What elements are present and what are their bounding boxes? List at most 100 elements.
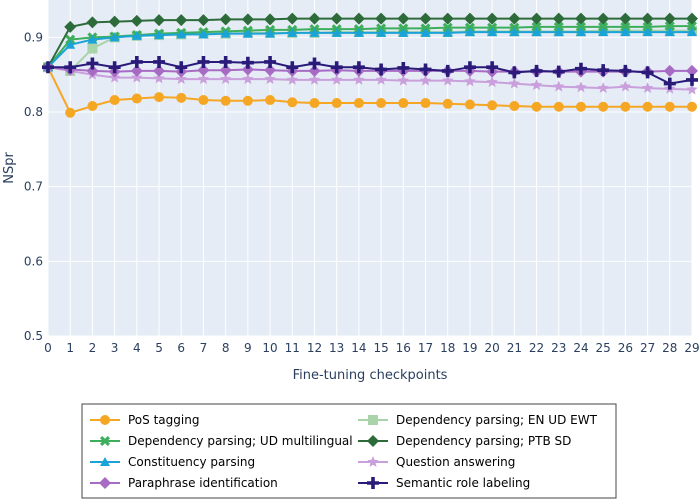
data-point bbox=[241, 63, 254, 76]
data-point bbox=[531, 21, 542, 32]
data-point bbox=[641, 66, 654, 79]
data-point bbox=[265, 28, 276, 38]
data-point bbox=[64, 61, 77, 74]
legend-label: Paraphrase identification bbox=[128, 476, 278, 490]
data-point bbox=[153, 55, 166, 68]
y-tick-label: 0.8 bbox=[24, 105, 43, 119]
data-point bbox=[242, 73, 254, 84]
legend-label: PoS tagging bbox=[128, 413, 199, 427]
data-point bbox=[175, 61, 188, 74]
x-tick-label: 29 bbox=[684, 341, 699, 355]
data-point bbox=[598, 101, 609, 112]
data-point bbox=[575, 27, 586, 37]
data-point bbox=[530, 64, 543, 77]
data-point bbox=[65, 39, 76, 49]
data-point bbox=[331, 98, 342, 109]
x-tick-label: 28 bbox=[662, 341, 677, 355]
data-point bbox=[664, 27, 675, 37]
data-point bbox=[508, 77, 521, 89]
data-point bbox=[419, 12, 432, 25]
legend-item: Dependency parsing; PTB SD bbox=[358, 434, 571, 448]
data-point bbox=[241, 13, 254, 26]
data-point bbox=[242, 95, 253, 106]
data-point bbox=[264, 73, 276, 84]
legend-swatch-marker bbox=[368, 415, 378, 425]
data-point bbox=[198, 95, 209, 106]
data-point bbox=[530, 12, 543, 25]
data-point bbox=[419, 63, 432, 76]
data-point bbox=[619, 64, 632, 77]
data-point bbox=[664, 101, 675, 112]
data-point bbox=[441, 64, 454, 77]
data-point bbox=[397, 12, 410, 25]
x-tick-label: 16 bbox=[396, 341, 411, 355]
x-tick-label: 9 bbox=[244, 341, 252, 355]
data-point bbox=[464, 27, 475, 37]
data-point bbox=[442, 74, 454, 86]
data-point bbox=[330, 12, 343, 25]
legend-item: Semantic role labeling bbox=[358, 476, 530, 490]
legend-item: Paraphrase identification bbox=[90, 476, 278, 490]
data-point bbox=[663, 77, 676, 90]
x-tick-label: 15 bbox=[373, 341, 388, 355]
data-point bbox=[597, 12, 610, 25]
data-point bbox=[687, 101, 697, 112]
data-point bbox=[130, 14, 143, 27]
data-point bbox=[642, 101, 653, 112]
data-point bbox=[574, 12, 587, 25]
data-point bbox=[197, 14, 210, 27]
data-point bbox=[131, 30, 142, 40]
data-point bbox=[663, 64, 676, 77]
data-point bbox=[664, 21, 675, 32]
data-point bbox=[130, 64, 143, 77]
data-point bbox=[509, 27, 520, 37]
data-point bbox=[286, 61, 299, 74]
series-line bbox=[47, 31, 692, 68]
data-point bbox=[486, 76, 498, 87]
data-point bbox=[663, 12, 676, 25]
data-point bbox=[398, 27, 409, 37]
x-tick-label: 25 bbox=[596, 341, 611, 355]
data-point bbox=[241, 56, 254, 69]
data-point bbox=[108, 15, 121, 28]
data-point bbox=[308, 64, 321, 77]
x-tick-label: 6 bbox=[177, 341, 185, 355]
series-dependency-parsing-ptb-sd bbox=[42, 12, 698, 74]
series-pos-tagging bbox=[43, 62, 697, 118]
data-point bbox=[531, 27, 542, 37]
data-point bbox=[375, 63, 388, 76]
legend-item: PoS tagging bbox=[90, 413, 199, 427]
series-line bbox=[47, 66, 693, 91]
data-point bbox=[464, 75, 476, 87]
x-tick-label: 10 bbox=[262, 341, 277, 355]
data-point bbox=[154, 92, 165, 103]
legend-swatch-marker bbox=[367, 435, 379, 447]
data-point bbox=[353, 27, 364, 37]
legend-label: Semantic role labeling bbox=[396, 476, 530, 490]
data-point bbox=[397, 74, 410, 86]
legend-label: Dependency parsing; UD multilingual bbox=[128, 434, 353, 448]
x-axis-title: Fine-tuning checkpoints bbox=[293, 368, 448, 383]
tick-labels: 0 1 2 3 4 5 6 7 8 9 10 11 12 13 14 15 16 17 18 19 20 21 22 23 24… bbox=[24, 30, 700, 355]
x-tick-label: 19 bbox=[462, 341, 477, 355]
x-tick-label: 23 bbox=[551, 341, 566, 355]
data-point bbox=[86, 16, 99, 29]
legend-swatch-marker bbox=[99, 477, 111, 489]
x-tick-label: 20 bbox=[484, 341, 499, 355]
data-point bbox=[176, 92, 187, 103]
data-point bbox=[575, 101, 586, 112]
data-point bbox=[219, 13, 232, 26]
x-tick-label: 0 bbox=[44, 341, 52, 355]
data-point bbox=[463, 12, 476, 25]
data-point bbox=[619, 12, 632, 25]
data-point bbox=[286, 12, 299, 25]
data-point bbox=[641, 12, 654, 25]
data-point bbox=[686, 73, 698, 86]
data-point bbox=[308, 73, 321, 85]
data-point bbox=[197, 55, 210, 68]
data-point bbox=[265, 95, 276, 106]
series-layer bbox=[42, 12, 698, 118]
data-point bbox=[153, 72, 165, 84]
data-point bbox=[442, 27, 453, 37]
legend-label: Constituency parsing bbox=[128, 455, 255, 469]
